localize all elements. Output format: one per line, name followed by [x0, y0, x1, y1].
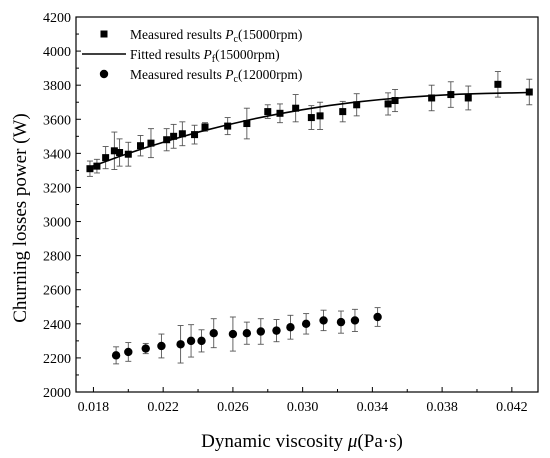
legend-entry-2: Fitted results Pf(15000rpm): [82, 47, 280, 65]
legend-marker: [99, 69, 109, 79]
x-tick-label: 0.022: [147, 400, 179, 415]
y-tick-label: 4200: [43, 11, 71, 26]
data-point: [178, 130, 186, 138]
y-tick-label: 4000: [43, 45, 71, 60]
data-point: [272, 326, 281, 335]
data-point: [301, 319, 311, 329]
series-1: [86, 71, 533, 177]
data-point: [292, 104, 300, 112]
x-tick-label: 0.018: [78, 400, 110, 415]
data-point: [353, 101, 361, 109]
data-point: [350, 316, 360, 325]
data-point: [494, 80, 502, 88]
y-tick-label: 3600: [43, 113, 71, 128]
data-point: [428, 94, 436, 102]
y-tick-label: 3800: [43, 79, 71, 94]
data-point: [242, 328, 252, 338]
data-point: [197, 336, 206, 346]
data-point: [176, 340, 185, 349]
legend-label: Measured results Pc(12000rpm): [130, 67, 302, 85]
data-point: [141, 344, 150, 353]
data-point: [186, 336, 196, 346]
data-point: [228, 329, 238, 339]
data-point: [124, 347, 133, 357]
data-point: [307, 114, 315, 122]
legend-entry-3: Measured results Pc(12000rpm): [99, 67, 302, 85]
data-point: [191, 131, 199, 139]
data-point: [111, 351, 121, 360]
x-axis-label: Dynamic viscosity μ(Pa·s): [201, 431, 403, 452]
y-tick-label: 3000: [43, 216, 71, 231]
data-point: [170, 132, 178, 140]
legend-marker: [100, 30, 108, 38]
data-point: [110, 147, 118, 155]
y-tick-label: 3400: [43, 147, 71, 162]
data-point: [224, 122, 232, 130]
legend-entry-1: Measured results Pc(15000rpm): [100, 27, 302, 45]
y-tick-label: 3200: [43, 181, 71, 196]
data-point: [209, 328, 218, 338]
data-point: [163, 136, 171, 144]
data-point: [316, 112, 324, 120]
legend-label: Measured results Pc(15000rpm): [130, 27, 302, 45]
legend: Measured results Pc(15000rpm) Fitted resu…: [82, 27, 302, 85]
data-point: [339, 108, 347, 116]
axes: 2000 2200 2400 2600 2800 3000 3200 3400 3600 3800…: [43, 11, 539, 415]
x-tick-label: 0.034: [357, 400, 389, 415]
data-point: [86, 165, 94, 173]
y-tick-label: 2200: [43, 352, 71, 367]
legend-label: Fitted results Pf(15000rpm): [130, 47, 280, 65]
data-point: [384, 100, 392, 108]
data-point: [286, 323, 295, 332]
data-point: [201, 123, 209, 131]
y-tick-label: 2600: [43, 284, 71, 299]
data-point: [147, 139, 155, 147]
data-point: [157, 341, 166, 351]
series-2: [89, 91, 530, 169]
fit-line: [89, 91, 530, 169]
y-tick-label: 2800: [43, 250, 71, 265]
data-point: [243, 120, 251, 128]
plot-area: [86, 71, 533, 365]
x-tick-label: 0.042: [496, 400, 528, 415]
series-3: [111, 307, 382, 365]
y-axis-label: Churning losses power (W): [10, 113, 31, 323]
data-point: [116, 149, 124, 157]
data-point: [373, 312, 382, 322]
data-point: [102, 154, 110, 162]
data-point: [464, 94, 472, 102]
data-point: [137, 142, 145, 150]
data-point: [264, 108, 272, 116]
data-point: [391, 97, 399, 105]
y-tick-label: 2000: [43, 386, 71, 401]
data-point: [93, 162, 101, 170]
x-tick-label: 0.026: [217, 400, 249, 415]
x-tick-label: 0.038: [426, 400, 458, 415]
y-tick-label: 2400: [43, 318, 71, 333]
data-point: [256, 327, 265, 336]
x-tick-label: 0.030: [287, 400, 319, 415]
data-point: [319, 316, 328, 325]
data-point: [336, 317, 346, 327]
